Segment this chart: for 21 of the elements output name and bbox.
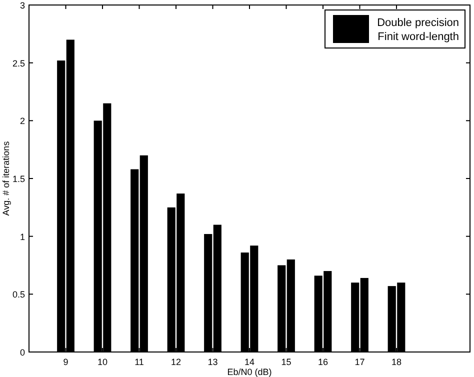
- x-tick-label: 18: [391, 357, 402, 367]
- y-axis-title: Avg. # of iterations: [1, 140, 11, 216]
- x-tick-label: 12: [170, 357, 182, 367]
- y-tick-label: 0.5: [12, 290, 25, 300]
- legend-label: Double precision: [377, 17, 459, 29]
- x-tick-label: 13: [208, 357, 218, 367]
- y-tick-label: 3: [20, 0, 25, 10]
- y-tick-label: 0: [20, 348, 25, 358]
- x-tick-label: 9: [63, 357, 68, 367]
- y-tick-label: 1: [20, 232, 25, 242]
- x-tick-label: 14: [244, 357, 255, 367]
- y-tick-label: 1.5: [12, 174, 25, 184]
- y-tick-label: 2: [20, 116, 25, 126]
- x-tick-label: 10: [97, 357, 108, 367]
- x-axis-title: Eb/N0 (dB): [227, 367, 272, 377]
- y-tick-label: 2.5: [12, 58, 25, 68]
- x-tick-label: 15: [281, 357, 292, 367]
- x-tick-label: 17: [354, 357, 365, 367]
- legend-label: Finit word-length: [378, 31, 459, 43]
- x-tick-label: 11: [134, 357, 144, 367]
- x-tick-label: 16: [318, 357, 328, 367]
